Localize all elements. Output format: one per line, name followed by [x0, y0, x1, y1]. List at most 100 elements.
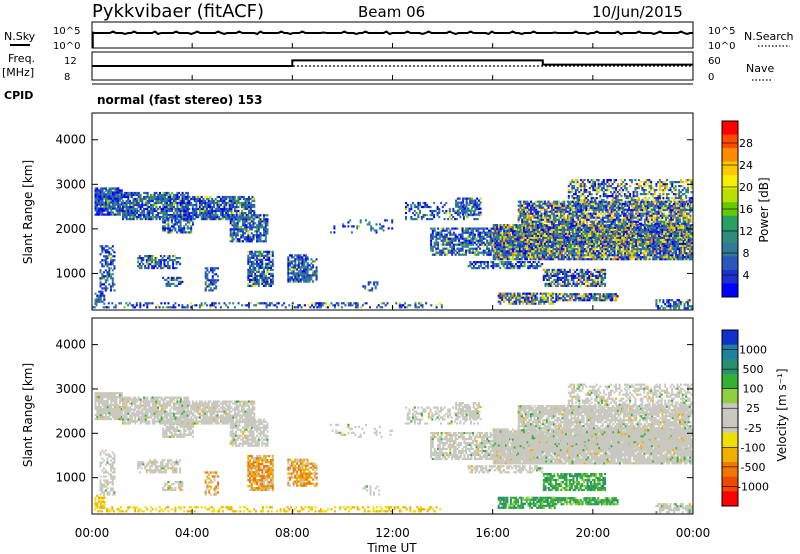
- heatmap-cell: [147, 263, 150, 266]
- heatmap-cell: [179, 207, 182, 211]
- heatmap-cell: [259, 240, 262, 243]
- heatmap-cell: [113, 267, 116, 270]
- heatmap-cell: [146, 191, 149, 195]
- heatmap-cell: [303, 268, 306, 271]
- heatmap-cell: [528, 232, 531, 235]
- heatmap-cell: [664, 232, 667, 235]
- heatmap-cell: [183, 199, 186, 203]
- heatmap-cell: [470, 237, 473, 240]
- heatmap-cell: [117, 213, 120, 216]
- heatmap-cell: [211, 205, 214, 209]
- heatmap-cell: [569, 254, 572, 257]
- heatmap-cell: [631, 256, 634, 259]
- heatmap-cell: [266, 270, 269, 273]
- heatmap-cell: [236, 216, 239, 219]
- heatmap-cell: [105, 209, 107, 212]
- heatmap-cell: [261, 270, 264, 273]
- heatmap-cell: [162, 191, 165, 195]
- heatmap-cell: [645, 242, 648, 245]
- heatmap-cell: [110, 197, 113, 200]
- heatmap-cell: [296, 274, 299, 277]
- heatmap-cell: [120, 191, 123, 194]
- heatmap-cell: [530, 200, 532, 203]
- heatmap-cell: [110, 211, 113, 214]
- heatmap-cell: [522, 252, 525, 255]
- heatmap-cell: [115, 189, 118, 192]
- heatmap-cell: [669, 252, 672, 255]
- heatmap-cell: [209, 201, 212, 205]
- heatmap-cell: [473, 211, 476, 215]
- heatmap-cell: [489, 237, 492, 240]
- heatmap-cell: [559, 234, 562, 237]
- heatmap-cell: [486, 235, 489, 238]
- heatmap-cell: [223, 214, 226, 217]
- heatmap-cell: [152, 259, 155, 262]
- heatmap-cell: [531, 222, 534, 225]
- heatmap-cell: [306, 270, 309, 273]
- heatmap-cell: [247, 216, 250, 219]
- heatmap-cell: [504, 250, 507, 253]
- heatmap-cell: [220, 197, 222, 201]
- heatmap-cell: [257, 230, 260, 233]
- heatmap-cell: [200, 211, 203, 215]
- heatmap-cell: [487, 239, 490, 242]
- heatmap-cell: [531, 204, 534, 207]
- heatmap-cell: [108, 203, 111, 206]
- heatmap-cell: [459, 253, 462, 256]
- heatmap-cell: [564, 252, 567, 255]
- heatmap-cell: [99, 213, 102, 216]
- heatmap-cell: [174, 223, 177, 226]
- heatmap-cell: [105, 197, 107, 200]
- heatmap-cell: [99, 189, 102, 192]
- heatmap-cell: [266, 228, 269, 231]
- heatmap-cell: [526, 254, 528, 257]
- heatmap-cell: [261, 278, 264, 281]
- heatmap-cell: [218, 209, 221, 213]
- heatmap-cell: [515, 250, 518, 253]
- heatmap-cell: [134, 199, 137, 203]
- heatmap-cell: [625, 230, 628, 233]
- heatmap-cell: [271, 260, 274, 263]
- heatmap-cell: [223, 205, 226, 209]
- heatmap-cell: [501, 258, 504, 261]
- heatmap-cell: [233, 226, 236, 229]
- heatmap-cell: [174, 227, 177, 230]
- heatmap-cell: [538, 234, 541, 237]
- heatmap-cell: [555, 250, 558, 253]
- heatmap-cell: [200, 199, 203, 203]
- heatmap-cell: [99, 292, 102, 295]
- heatmap-cell: [234, 197, 236, 201]
- heatmap-cell: [227, 211, 229, 215]
- heatmap-cell: [492, 228, 495, 231]
- heatmap-cell: [233, 214, 236, 217]
- heatmap-cell: [608, 246, 611, 249]
- heatmap-cell: [492, 230, 495, 233]
- heatmap-cell: [454, 227, 457, 230]
- heatmap-cell: [139, 193, 142, 197]
- heatmap-cell: [263, 220, 265, 223]
- heatmap-cell: [530, 220, 532, 223]
- heatmap-cell: [308, 264, 311, 267]
- heatmap-cell: [106, 275, 109, 278]
- heatmap-cell: [241, 209, 243, 213]
- heatmap-cell: [452, 243, 455, 246]
- heatmap-cell: [106, 205, 109, 208]
- heatmap-cell: [643, 236, 646, 239]
- heatmap-cell: [508, 236, 511, 239]
- heatmap-cell: [263, 234, 265, 237]
- heatmap-cell: [543, 248, 546, 251]
- heatmap-cell: [673, 258, 676, 261]
- heatmap-cell: [629, 256, 632, 259]
- heatmap-cell: [225, 195, 228, 199]
- heatmap-cell: [634, 256, 637, 259]
- heatmap-cell: [184, 216, 187, 219]
- heatmap-cell: [524, 250, 527, 253]
- heatmap-cell: [266, 266, 269, 269]
- heatmap-cell: [188, 195, 191, 199]
- heatmap-cell: [304, 254, 307, 257]
- heatmap-cell: [254, 284, 257, 287]
- heatmap-cell: [110, 199, 113, 202]
- heatmap-cell: [183, 219, 186, 222]
- heatmap-cell: [235, 203, 238, 207]
- heatmap-cell: [158, 265, 161, 268]
